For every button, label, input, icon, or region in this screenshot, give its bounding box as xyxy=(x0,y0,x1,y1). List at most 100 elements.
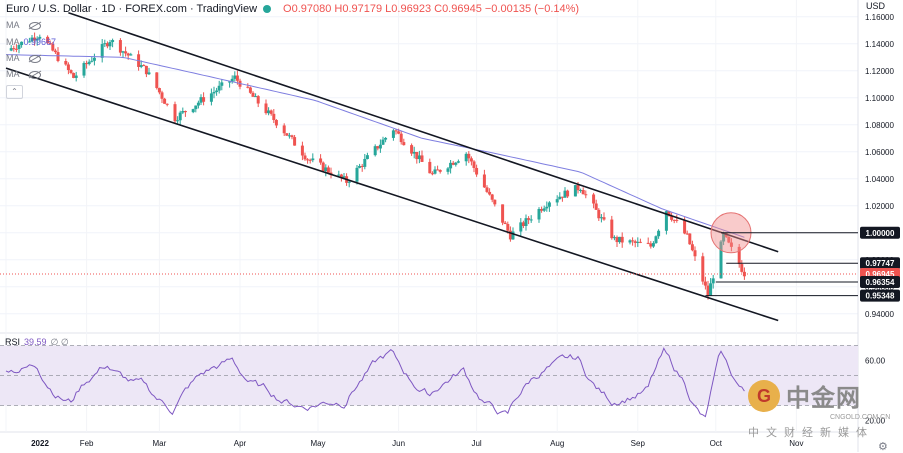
ma-line xyxy=(5,54,745,238)
candle-body xyxy=(454,162,458,165)
time-tick-label: Sep xyxy=(631,439,646,448)
price-tag xyxy=(860,257,900,270)
candle-body xyxy=(228,81,232,83)
candle-body xyxy=(220,82,224,86)
candle-body xyxy=(12,48,16,50)
visibility-off-icon[interactable] xyxy=(28,54,41,63)
currency-label[interactable]: USD xyxy=(866,1,886,11)
rsi-label: RSI xyxy=(5,337,21,347)
candle-body xyxy=(675,219,679,221)
candle-body xyxy=(690,244,694,251)
candle-body xyxy=(254,96,258,98)
candle-body xyxy=(342,176,346,178)
candle-body xyxy=(105,43,109,47)
candle-body xyxy=(33,37,37,41)
symbol-title[interactable]: Euro / U.S. Dollar · 1D · FOREX.com · Tr… xyxy=(6,3,258,15)
candle-body xyxy=(631,240,635,242)
candle-body xyxy=(108,42,112,47)
candle-body xyxy=(300,145,304,156)
candle-body xyxy=(384,137,388,140)
candle-body xyxy=(402,142,406,146)
candle-body xyxy=(269,110,273,114)
candle-body xyxy=(417,155,421,160)
candle-body xyxy=(311,158,315,161)
candle-body xyxy=(282,125,286,134)
candle-body xyxy=(430,173,434,175)
candle-body xyxy=(709,283,713,296)
candle-body xyxy=(191,109,195,113)
candle-body xyxy=(436,169,440,171)
candle-body xyxy=(703,281,707,286)
rsi-legend[interactable]: RSI 39.59 ∅ ∅ xyxy=(5,337,69,348)
price-tick-label: 1.04000 xyxy=(865,175,894,184)
candle-body xyxy=(612,237,616,239)
ma-legend-2[interactable]: MA 0.99667 xyxy=(6,37,56,47)
rsi-tick-label: 60.00 xyxy=(865,357,886,366)
candle-body xyxy=(560,196,564,198)
visibility-off-icon[interactable] xyxy=(28,21,41,30)
time-tick-label: Nov xyxy=(789,439,803,448)
candle-body xyxy=(592,194,596,204)
price-tag-label: 0.96945 xyxy=(866,270,895,279)
time-axis[interactable]: 2022 Feb Mar Apr May Jun Jul Aug Sep Oct Nov xyxy=(31,439,803,448)
candle-body xyxy=(391,130,395,138)
price-tag-label: 1.00000 xyxy=(866,229,895,238)
time-tick-label: May xyxy=(310,439,325,448)
candle-body xyxy=(144,65,148,75)
candle-body xyxy=(475,167,479,175)
rsi-options-icon[interactable]: ∅ ∅ xyxy=(50,337,69,347)
candle-body xyxy=(636,241,640,243)
settings-icon[interactable]: ⚙ xyxy=(878,441,888,453)
candle-body xyxy=(737,246,741,265)
candle-body xyxy=(165,103,169,105)
candle-body xyxy=(472,161,476,168)
candle-body xyxy=(326,167,330,173)
candle-body xyxy=(740,264,744,272)
time-tick-label: Jun xyxy=(392,439,405,448)
candle-body xyxy=(324,167,328,172)
collapse-legend-button[interactable]: ⌃ xyxy=(6,85,23,99)
candle-body xyxy=(433,169,437,174)
candle-body xyxy=(683,220,687,234)
price-axis[interactable]: 1.16000 1.14000 1.12000 1.10000 1.08000 1.060… xyxy=(865,13,894,426)
visibility-off-icon[interactable] xyxy=(28,70,41,79)
candle-body xyxy=(56,52,60,62)
candle-body xyxy=(649,243,653,247)
ma-legend-1[interactable]: MA xyxy=(6,20,41,30)
candle-body xyxy=(209,93,213,102)
price-tag xyxy=(860,226,900,239)
candle-body xyxy=(100,44,104,58)
candle-body xyxy=(373,146,377,156)
candle-body xyxy=(670,215,674,220)
candle-body xyxy=(464,153,468,162)
candle-body xyxy=(657,230,661,237)
channel-upper-line xyxy=(68,11,779,253)
rsi-line xyxy=(5,347,745,418)
candle-body xyxy=(196,102,200,106)
ma-legend-3[interactable]: MA xyxy=(6,53,41,63)
price-tick-label: 1.16000 xyxy=(865,13,894,22)
candle-body xyxy=(706,285,710,296)
price-tag xyxy=(860,276,900,289)
ma-label: MA xyxy=(6,20,20,30)
candle-body xyxy=(615,237,619,243)
candle-body xyxy=(212,91,216,94)
candle-body xyxy=(584,194,588,196)
candle-body xyxy=(72,72,76,78)
candle-body xyxy=(638,241,642,243)
price-tick-label: 1.02000 xyxy=(865,202,894,211)
candle-body xyxy=(573,185,577,197)
candle-body xyxy=(337,174,341,176)
time-tick-label: 2022 xyxy=(31,439,49,448)
candle-body xyxy=(287,135,291,137)
candle-body xyxy=(449,162,453,169)
ohlc-readout: O0.97080 H0.97179 L0.96923 C0.96945 −0.0… xyxy=(283,3,580,15)
price-tag xyxy=(860,289,900,302)
ma-legend-4[interactable]: MA xyxy=(6,69,41,79)
candle-body xyxy=(508,230,512,240)
candle-body xyxy=(599,217,603,219)
candle-body xyxy=(64,61,68,65)
time-tick-label: Apr xyxy=(234,439,247,448)
candle-body xyxy=(399,133,403,143)
